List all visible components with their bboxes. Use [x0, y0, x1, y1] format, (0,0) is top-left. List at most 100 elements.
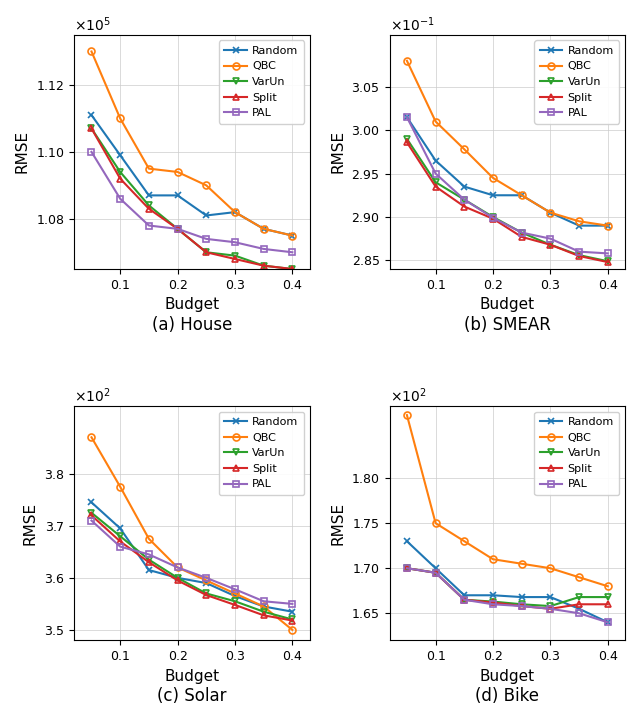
QBC [202, 181, 210, 190]
Random [145, 565, 153, 574]
QBC [260, 602, 268, 611]
Line: QBC: QBC [403, 57, 611, 229]
Random [547, 593, 554, 602]
VarUn [547, 602, 554, 610]
Line: Split: Split [403, 565, 611, 613]
Line: Split: Split [88, 125, 296, 272]
PAL [289, 599, 296, 608]
PAL [460, 595, 468, 604]
Random [145, 191, 153, 200]
PAL [88, 148, 95, 156]
QBC [518, 560, 525, 568]
Split [145, 558, 153, 567]
Split [575, 600, 583, 609]
QBC [88, 433, 95, 442]
VarUn [260, 607, 268, 616]
PAL [260, 245, 268, 253]
PAL [116, 195, 124, 203]
Legend: Random, QBC, VarUn, Split, PAL: Random, QBC, VarUn, Split, PAL [534, 412, 620, 495]
PAL [460, 195, 468, 204]
VarUn [575, 251, 583, 259]
Line: Split: Split [403, 139, 611, 266]
QBC [575, 573, 583, 581]
QBC [547, 209, 554, 217]
QBC [145, 164, 153, 173]
Random [604, 618, 612, 627]
VarUn [231, 251, 239, 260]
Line: VarUn: VarUn [403, 135, 611, 265]
Split [202, 248, 210, 256]
Random [460, 182, 468, 191]
Split [604, 600, 612, 609]
VarUn [289, 265, 296, 274]
Split [231, 255, 239, 264]
QBC [489, 174, 497, 182]
PAL [604, 249, 612, 258]
Random [289, 607, 296, 616]
PAL [116, 542, 124, 551]
Split [289, 616, 296, 625]
QBC [289, 626, 296, 634]
Random [432, 156, 440, 165]
PAL [173, 224, 181, 233]
VarUn [489, 597, 497, 606]
VarUn [116, 532, 124, 541]
Split [145, 204, 153, 213]
Line: QBC: QBC [403, 412, 611, 590]
Random [88, 111, 95, 119]
PAL [575, 609, 583, 618]
Y-axis label: RMSE: RMSE [23, 502, 38, 544]
VarUn [88, 508, 95, 517]
Line: PAL: PAL [88, 148, 296, 256]
QBC [575, 217, 583, 226]
QBC [460, 145, 468, 153]
Random [489, 191, 497, 200]
VarUn [518, 600, 525, 609]
VarUn [145, 555, 153, 564]
Legend: Random, QBC, VarUn, Split, PAL: Random, QBC, VarUn, Split, PAL [219, 41, 304, 124]
Split [88, 124, 95, 132]
Line: VarUn: VarUn [88, 509, 296, 623]
Line: QBC: QBC [88, 48, 296, 239]
Random [489, 591, 497, 599]
Text: (c) Solar: (c) Solar [157, 687, 227, 705]
Split [489, 214, 497, 223]
PAL [145, 221, 153, 230]
Line: Random: Random [88, 499, 296, 615]
Line: PAL: PAL [403, 565, 611, 626]
QBC [116, 482, 124, 491]
PAL [88, 516, 95, 525]
QBC [403, 56, 411, 65]
QBC [145, 534, 153, 543]
Y-axis label: RMSE: RMSE [331, 502, 346, 544]
PAL [518, 228, 525, 237]
QBC [116, 114, 124, 123]
PAL [403, 113, 411, 122]
VarUn [403, 135, 411, 143]
VarUn [260, 261, 268, 270]
PAL [547, 235, 554, 243]
VarUn [604, 593, 612, 602]
Random [289, 231, 296, 240]
PAL [145, 550, 153, 559]
Split [575, 252, 583, 261]
PAL [489, 600, 497, 609]
QBC [489, 555, 497, 563]
Random [231, 208, 239, 216]
QBC [604, 582, 612, 591]
X-axis label: Budget: Budget [164, 298, 220, 312]
QBC [231, 208, 239, 216]
PAL [202, 573, 210, 582]
QBC [403, 411, 411, 419]
QBC [432, 117, 440, 126]
PAL [231, 585, 239, 594]
PAL [173, 563, 181, 572]
Y-axis label: RMSE: RMSE [15, 130, 30, 174]
Split [231, 601, 239, 610]
QBC [202, 576, 210, 585]
X-axis label: Budget: Budget [480, 668, 535, 683]
Split [88, 511, 95, 520]
VarUn [489, 213, 497, 222]
Split [460, 202, 468, 211]
PAL [432, 169, 440, 178]
